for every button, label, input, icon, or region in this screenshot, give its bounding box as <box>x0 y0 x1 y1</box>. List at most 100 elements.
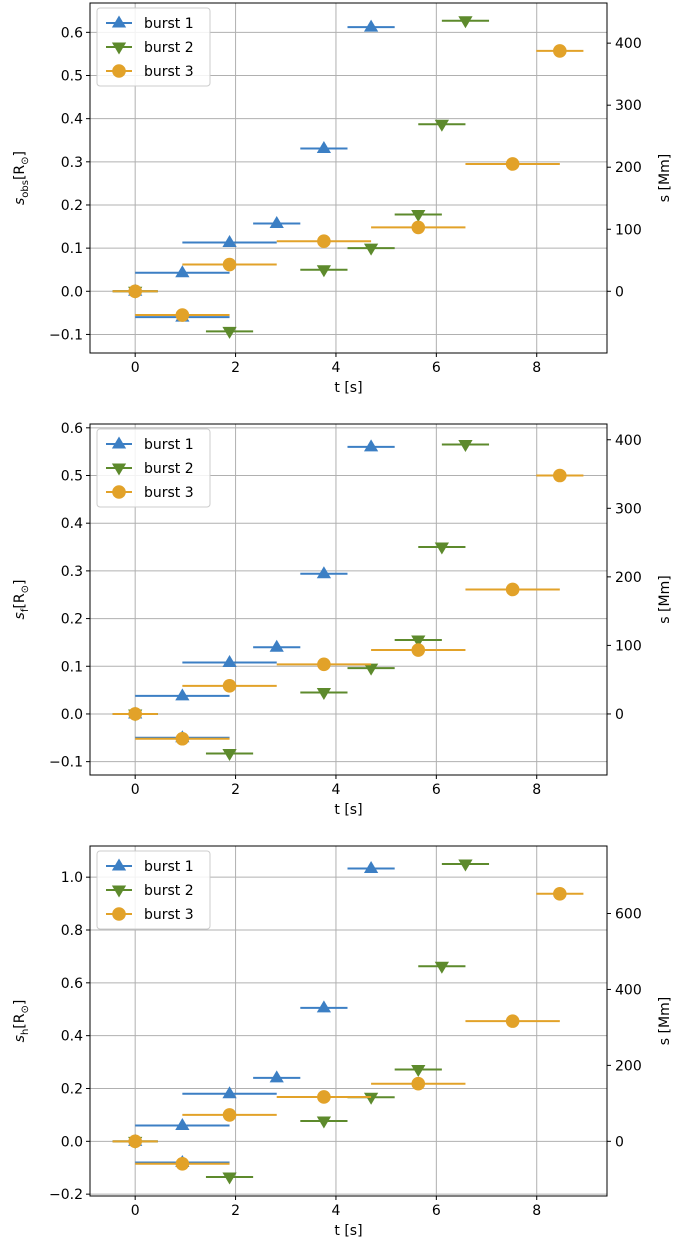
chart-1-series-2-point-6 <box>458 16 473 29</box>
chart-2-series-3 <box>112 468 584 746</box>
chart-3-y2tick-label-2: 400 <box>615 982 642 998</box>
chart-2: 0 2 4 6 8 −0.1 0.0 0.1 0.2 0.3 0.4 0.5 0.6 0 100 200 300… <box>12 421 673 818</box>
chart-1-series-1-point-5 <box>316 140 332 153</box>
chart-3-legend-label-3: burst 3 <box>144 907 194 923</box>
chart-1-y2label: s [Mm] <box>657 154 673 202</box>
chart-2-y2tick-label-1: 100 <box>615 638 642 654</box>
chart-1-series-3-point-3 <box>317 234 331 249</box>
chart-1-xtick-label-1: 2 <box>231 360 240 376</box>
chart-1-series-2-point-4 <box>411 209 426 222</box>
chart-1-series-2-point-5 <box>434 119 449 132</box>
chart-1-xtick-label-2: 4 <box>331 360 340 376</box>
chart-2-ytick-label-0: −0.1 <box>49 755 83 771</box>
chart-2-series-3-point-1 <box>175 731 190 746</box>
chart-3-ytick-label-2: 0.2 <box>61 1081 83 1097</box>
chart-1: 0 2 4 6 8 −0.1 0.0 0.1 0.2 0.3 0.4 0.5 0.6 0 100 200 300… <box>12 2 673 396</box>
chart-3-series-3-point-2 <box>222 1108 237 1122</box>
chart-2-legend-label-1: burst 1 <box>144 437 194 453</box>
chart-1-ytick-label-5: 0.4 <box>61 112 83 128</box>
chart-1-legend-marker-1 <box>111 15 127 28</box>
chart-2-series-1-point-2 <box>175 688 190 701</box>
chart-1-ytick-label-3: 0.2 <box>61 198 83 214</box>
chart-1-legend-label-2: burst 2 <box>144 40 194 56</box>
chart-2-ylabel: sf[R⊙] <box>12 580 31 620</box>
chart-1-ytick-label-7: 0.6 <box>61 25 83 41</box>
chart-3-xtick-label-4: 8 <box>532 1203 541 1219</box>
chart-3-ytick-label-4: 0.6 <box>61 976 83 992</box>
chart-3-xlabel: t [s] <box>334 1223 362 1239</box>
chart-3-series-2-point-6 <box>458 859 473 872</box>
chart-1-y2tick-label-3: 300 <box>615 98 642 114</box>
chart-1-series-3-point-4 <box>411 220 426 235</box>
chart-1-xtick-label-4: 8 <box>532 360 541 376</box>
chart-3-series-2-point-1 <box>222 1172 237 1185</box>
chart-3-series-2-point-2 <box>316 1116 332 1129</box>
chart-3-ylabel: sh[R⊙] <box>12 1000 31 1043</box>
chart-2-series-2-point-1 <box>222 749 237 762</box>
chart-2-ytick-label-6: 0.5 <box>61 469 83 485</box>
chart-1-xtick-label-0: 0 <box>131 360 140 376</box>
chart-3-series-1-point-4 <box>269 1070 284 1083</box>
chart-2-y2tick-label-0: 0 <box>615 707 624 723</box>
chart-2-series-3-point-2 <box>222 679 237 693</box>
chart-2-y2tick-label-3: 300 <box>615 501 642 517</box>
chart-2-y2tick-label-2: 200 <box>615 570 642 586</box>
chart-3-y2tick-label-1: 200 <box>615 1058 642 1074</box>
chart-2-xtick-label-3: 6 <box>432 782 441 798</box>
chart-1-series-3-point-5 <box>505 157 520 171</box>
chart-1-legend-marker-2 <box>111 42 127 55</box>
chart-1-y2tick-label-0: 0 <box>615 284 624 300</box>
chart-3-legend-label-1: burst 1 <box>144 859 194 875</box>
chart-2-series-2-point-4 <box>411 635 426 648</box>
chart-2-series-2-point-5 <box>434 542 449 555</box>
chart-2-legend-marker-2 <box>111 463 127 476</box>
chart-1-series-1-point-2 <box>175 265 190 278</box>
chart-3-legend-marker-1 <box>111 858 127 871</box>
chart-1-ytick-label-6: 0.5 <box>61 69 83 85</box>
chart-2-legend-label-3: burst 3 <box>144 485 194 501</box>
chart-2-xtick-label-0: 0 <box>131 782 140 798</box>
chart-2-ytick-label-7: 0.6 <box>61 421 83 437</box>
chart-3-series-3-point-4 <box>411 1076 426 1091</box>
chart-2-series-3-point-5 <box>505 582 520 597</box>
chart-3-series-2-point-4 <box>411 1064 426 1077</box>
chart-2-series-3-point-6 <box>553 468 567 483</box>
chart-3-series-3-point-3 <box>317 1090 331 1104</box>
chart-1-series-2-point-3 <box>363 243 379 256</box>
chart-3-legend: burst 1 burst 2 burst 3 <box>96 850 211 930</box>
chart-1-ytick-label-1: 0.0 <box>61 284 83 300</box>
chart-2-series-1-point-3 <box>222 654 237 667</box>
chart-3-legend-label-2: burst 2 <box>144 883 194 899</box>
chart-3-y2tick-label-3: 600 <box>615 907 642 923</box>
chart-2-xtick-label-4: 8 <box>532 782 541 798</box>
chart-1-ylabel: sobs[R⊙] <box>12 151 31 205</box>
chart-2-xtick-label-1: 2 <box>231 782 240 798</box>
chart-2-xtick-label-2: 4 <box>331 782 340 798</box>
chart-3-xtick-label-3: 6 <box>432 1203 441 1219</box>
chart-2-series-3-point-4 <box>411 643 426 657</box>
chart-1-legend-label-3: burst 3 <box>144 64 194 80</box>
chart-3-xtick-label-2: 4 <box>331 1203 340 1219</box>
chart-1-series-2-point-2 <box>316 265 332 278</box>
chart-2-series-2 <box>112 440 490 762</box>
chart-3-ytick-label-5: 0.8 <box>61 923 83 939</box>
chart-3-y2tick-label-0: 0 <box>615 1134 624 1150</box>
chart-2-series-2-point-2 <box>316 687 332 700</box>
chart-3-series-2-point-3 <box>363 1092 379 1105</box>
chart-1-y2tick-label-2: 200 <box>615 160 642 176</box>
chart-3-ytick-label-1: 0.0 <box>61 1134 83 1150</box>
chart-2-ytick-label-1: 0.0 <box>61 707 83 723</box>
chart-1-series-3-point-6 <box>553 44 567 58</box>
chart-1-ytick-label-4: 0.3 <box>61 155 83 171</box>
chart-3-series-3-point-0 <box>128 1134 142 1149</box>
chart-3-frame <box>89 845 608 1197</box>
chart-2-series-1-point-4 <box>269 639 284 652</box>
chart-2-series-3-point-0 <box>128 707 142 721</box>
chart-1-xtick-label-3: 6 <box>432 360 441 376</box>
chart-3-series-3-point-5 <box>505 1014 520 1028</box>
chart-1-xlabel: t [s] <box>334 380 362 396</box>
chart-3-xtick-label-1: 2 <box>231 1203 240 1219</box>
chart-2-series-1-point-5 <box>316 566 332 579</box>
chart-2-ytick-label-5: 0.4 <box>61 516 83 532</box>
chart-2-y2label: s [Mm] <box>657 575 673 623</box>
